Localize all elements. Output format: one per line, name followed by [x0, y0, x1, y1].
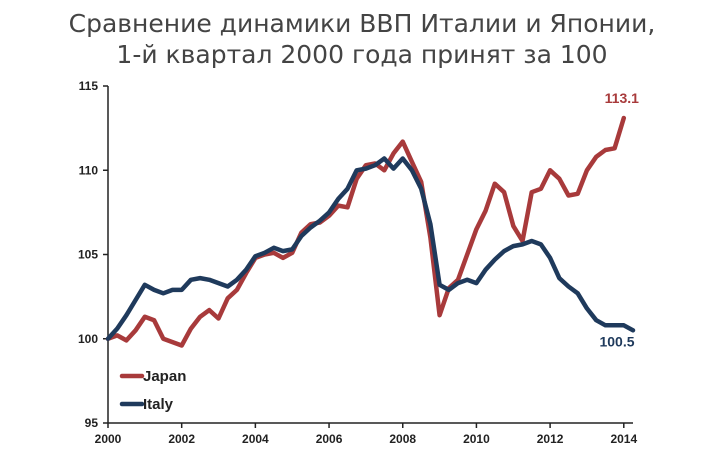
x-tick-label: 2000 [95, 432, 122, 446]
y-tick-label: 100 [78, 332, 98, 346]
x-tick-label: 2002 [168, 432, 195, 446]
y-tick-label: 95 [85, 416, 99, 430]
x-tick-label: 2014 [610, 432, 637, 446]
chart-title-line-1: Сравнение динамики ВВП Италии и Японии, [68, 9, 656, 38]
chart-labels: 113.1 100.5 [599, 90, 639, 349]
x-tick-label: 2012 [537, 432, 564, 446]
chart-title: Сравнение динамики ВВП Италии и Японии, … [0, 8, 724, 70]
y-tick-label: 115 [79, 79, 99, 93]
end-label-japan: 113.1 [605, 90, 639, 106]
y-tick-label: 105 [78, 248, 98, 262]
x-tick-label: 2004 [242, 432, 269, 446]
legend-label-japan: Japan [143, 368, 186, 385]
chart-axes: 95 100 105 110 115 2000 2002 2004 2006 2008 2010 20… [78, 79, 637, 446]
chart-lines [105, 115, 636, 348]
series-line-italy [105, 156, 636, 342]
y-tick-label: 110 [79, 163, 99, 177]
chart-legend: Japan Italy [119, 368, 186, 413]
series-line-japan [105, 115, 627, 348]
end-label-italy: 100.5 [599, 333, 634, 349]
x-tick-label: 2008 [389, 432, 416, 446]
chart-title-line-2: 1-й квартал 2000 года принят за 100 [116, 40, 608, 69]
x-tick-label: 2006 [316, 432, 343, 446]
x-tick-label: 2010 [463, 432, 490, 446]
legend-label-italy: Italy [143, 396, 174, 413]
